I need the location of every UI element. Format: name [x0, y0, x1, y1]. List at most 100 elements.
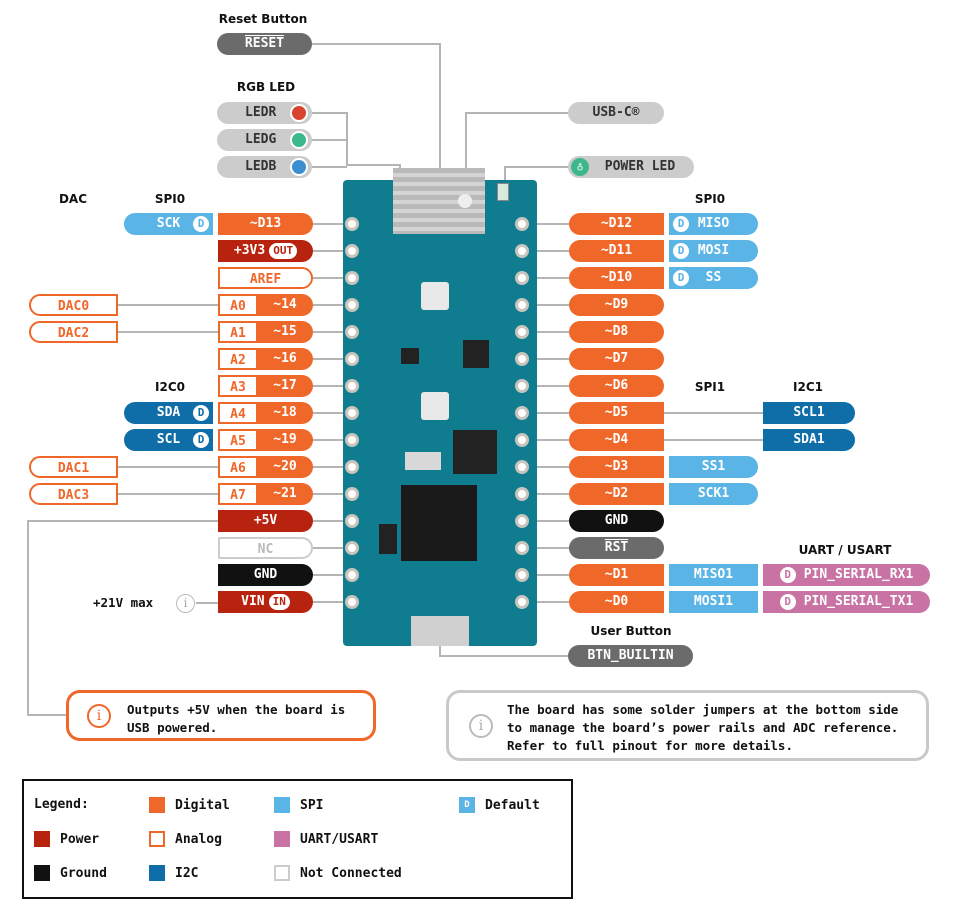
right-pin-~D9: ~D9	[569, 294, 664, 316]
pin-hole	[515, 460, 529, 474]
left-pin-VIN: VIN IN	[218, 591, 313, 613]
ledb-text: LEDB	[245, 159, 277, 174]
left-pin-digital-~21: ~21	[257, 483, 313, 505]
pin-label-text: AREF	[249, 272, 282, 287]
legend-swatch	[274, 831, 290, 847]
left-pin-alt-SCL: SCL D	[124, 429, 213, 451]
user-button-header: User Button	[590, 624, 672, 638]
pin-label-text: SDA1	[793, 432, 825, 447]
usb-power-note: i Outputs +5V when the board is USB powe…	[66, 690, 376, 741]
user-button[interactable]	[421, 392, 449, 420]
pin-hole	[515, 514, 529, 528]
pin-label-text: A2	[230, 353, 246, 368]
pin-label-text: ~D4	[604, 432, 629, 447]
legend-label: Power	[60, 831, 100, 847]
pin-label-text: +5V	[253, 513, 278, 528]
pin-label-text: ~20	[273, 459, 297, 474]
pin-label-text: SDA	[156, 405, 181, 420]
pin-hole	[345, 217, 359, 231]
legend-swatch	[149, 797, 165, 813]
dac-header: DAC	[58, 192, 88, 206]
pin-hole	[345, 541, 359, 555]
ledb-label: LEDB	[217, 156, 312, 178]
legend-label: Analog	[175, 831, 222, 847]
left-pin-AREF: AREF	[218, 267, 313, 289]
pin-hole	[515, 352, 529, 366]
small-chip	[379, 524, 397, 554]
board	[343, 168, 537, 646]
module-chip	[401, 485, 477, 561]
pin-label-text: MISO1	[693, 567, 734, 582]
legend-item-spi: SPI	[274, 797, 323, 813]
legend-swatch: D	[459, 797, 475, 813]
right-pin-alt-SS: SS D	[669, 267, 758, 289]
pin-label-text: ~19	[273, 432, 297, 447]
right-pin-alt-MOSI1: MOSI1	[669, 591, 758, 613]
left-pin-alt-SCK: SCK D	[124, 213, 213, 235]
left-pin-alt-SDA: SDA D	[124, 402, 213, 424]
pin-label-text: ~21	[273, 486, 297, 501]
legend-item-i2c: I2C	[149, 865, 198, 881]
pin-hole	[345, 595, 359, 609]
pin-label-text: A0	[230, 299, 246, 314]
pin-hole	[345, 487, 359, 501]
legend-swatch	[149, 831, 165, 847]
right-pin-RST: RST	[569, 537, 664, 559]
pin-hole	[345, 514, 359, 528]
left-pin-digital-~15: ~15	[257, 321, 313, 343]
legend-item-digital: Digital	[149, 797, 230, 813]
btn-builtin-label: BTN_BUILTIN	[568, 645, 693, 667]
pin-label-text: SS1	[701, 459, 726, 474]
rgb-led-title: RGB LED	[236, 80, 296, 94]
legend-label: Ground	[60, 865, 107, 881]
pin-label-text: A6	[230, 461, 246, 476]
pin-label-text: ~D13	[249, 216, 282, 231]
default-badge-icon: D	[193, 405, 209, 421]
legend-item-power: Power	[34, 831, 99, 847]
power-led-label: ♁ POWER LED	[568, 156, 694, 178]
left-pin-digital-~20: ~20	[257, 456, 313, 478]
pin-label-text: SCK1	[697, 486, 730, 501]
pin-label-text: ~D2	[604, 486, 629, 501]
default-badge-icon: D	[673, 243, 689, 259]
pin-hole	[515, 298, 529, 312]
pin-label-text: SS	[705, 270, 722, 285]
legend-label: I2C	[175, 865, 199, 881]
pin-hole	[515, 568, 529, 582]
pin-hole	[515, 406, 529, 420]
pin-label-text: SCL1	[793, 405, 825, 420]
green-led-icon	[290, 131, 308, 149]
legend-swatch	[274, 865, 290, 881]
small-chip	[463, 340, 489, 368]
right-pin-~D6: ~D6	[569, 375, 664, 397]
pin-hole	[345, 460, 359, 474]
pin-label-text: PIN_SERIAL_RX1	[803, 567, 914, 582]
pin-hole	[345, 379, 359, 393]
solder-jumper-note-text: The board has some solder jumpers at the…	[507, 702, 899, 753]
pin-label-text: A7	[230, 488, 246, 503]
ledg-label: LEDG	[217, 129, 312, 151]
legend-label: Digital	[175, 797, 230, 813]
left-pin-digital-~16: ~16	[257, 348, 313, 370]
pin-label-text: DAC2	[57, 326, 90, 341]
i2c0-header: I2C0	[155, 380, 185, 394]
legend-label: Not Connected	[300, 865, 402, 881]
right-pin-alt2-SCL1: SCL1	[763, 402, 855, 424]
pin-hole	[515, 217, 529, 231]
legend-swatch	[34, 865, 50, 881]
pin-hole	[345, 325, 359, 339]
legend-swatch	[149, 865, 165, 881]
pin-label-text: SCK	[156, 216, 181, 231]
legend-item-ground: Ground	[34, 865, 107, 881]
legend-label: UART/USART	[300, 831, 379, 847]
pin-label-text: ~D6	[604, 378, 629, 393]
pin-mode-badge: IN	[268, 593, 290, 610]
pin-label-text: ~15	[273, 324, 297, 339]
right-pin-alt-MOSI: MOSI D	[669, 240, 758, 262]
pin-label-text: ~16	[273, 351, 297, 366]
i2c1-header: I2C1	[793, 380, 823, 394]
info-icon: i	[469, 714, 493, 738]
reset-button[interactable]	[421, 282, 449, 310]
left-pin-NC: NC	[218, 537, 313, 559]
